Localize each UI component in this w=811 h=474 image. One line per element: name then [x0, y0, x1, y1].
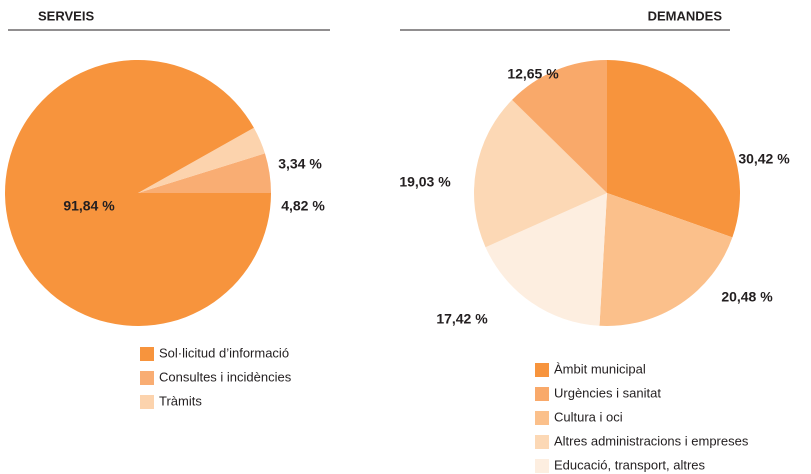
legend-swatch — [535, 411, 549, 425]
pie-slice — [5, 60, 271, 327]
data-label: 30,42 % — [738, 151, 790, 167]
pie-slice — [599, 193, 733, 326]
pie-slice — [485, 193, 607, 326]
legend-label: Tràmits — [159, 393, 202, 408]
legend-swatch — [140, 347, 154, 361]
legend-label: Consultes i incidències — [159, 369, 292, 384]
chart-title: SERVEIS — [38, 8, 94, 23]
data-label: 12,65 % — [507, 66, 559, 82]
pie-slice — [607, 60, 740, 238]
legend-label: Cultura i oci — [554, 409, 623, 424]
legend-label: Educació, transport, altres — [554, 457, 706, 472]
chart-title: DEMANDES — [648, 8, 723, 23]
pie-slice — [138, 153, 271, 193]
legend-label: Altres administracions i empreses — [554, 433, 749, 448]
legend-swatch — [535, 435, 549, 449]
legend-swatch — [140, 371, 154, 385]
pie-slice — [138, 127, 265, 193]
legend-label: Àmbit municipal — [554, 361, 646, 376]
data-label: 20,48 % — [721, 289, 773, 305]
data-label: 17,42 % — [436, 311, 488, 327]
legend-swatch — [140, 395, 154, 409]
data-label: 19,03 % — [399, 174, 451, 190]
pie-slice — [512, 60, 607, 193]
data-label: 91,84 % — [63, 198, 115, 214]
legend-swatch — [535, 387, 549, 401]
data-label: 3,34 % — [278, 156, 322, 172]
legend-swatch — [535, 363, 549, 377]
data-label: 4,82 % — [281, 198, 325, 214]
legend-label: Sol·licitud d’informació — [159, 345, 289, 360]
legend-label: Urgències i sanitat — [554, 385, 661, 400]
pie-slice — [474, 99, 607, 248]
legend-swatch — [535, 459, 549, 473]
